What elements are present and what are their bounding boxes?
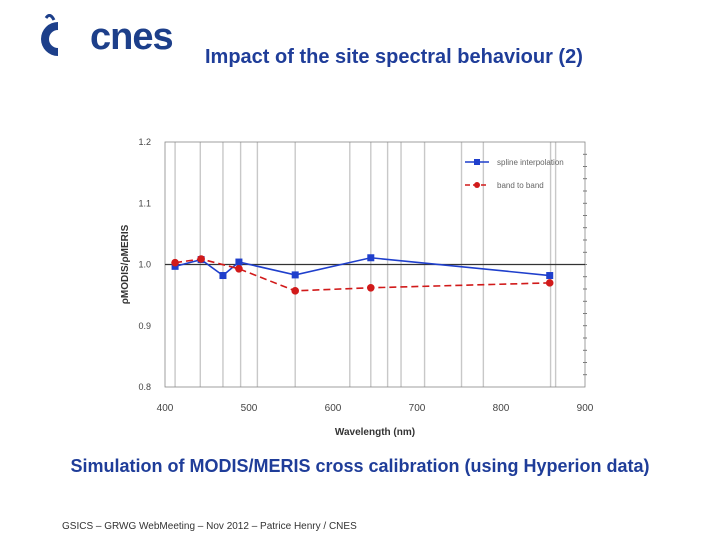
y-tick-label: 1.0: [138, 260, 151, 270]
slide-title: Impact of the site spectral behaviour (2…: [205, 46, 583, 68]
y-tick-label: 0.8: [138, 382, 151, 392]
data-point: [546, 272, 554, 280]
series-line-2: [174, 258, 550, 292]
series-group: [171, 254, 554, 295]
legend: spline interpolation band to band: [465, 158, 564, 190]
x-tick-label: 800: [493, 403, 510, 414]
caption: Simulation of MODIS/MERIS cross calibrat…: [70, 456, 650, 476]
y-tick-label: 1.2: [138, 137, 151, 147]
data-point: [235, 264, 243, 273]
legend-label: spline interpolation: [497, 158, 564, 167]
chart-svg: 0.8 0.9 1.0 1.1 1.2 400 500 600 700 800 900 splin…: [120, 137, 594, 438]
data-point: [545, 279, 554, 287]
data-point: [219, 272, 227, 280]
data-point: [291, 271, 299, 279]
data-point: [367, 254, 375, 262]
y-axis-label: ρMODIS/ρMERIS: [120, 224, 131, 304]
x-tick-label: 500: [241, 403, 258, 414]
data-point: [197, 255, 205, 263]
footer: GSICS – GRWG WebMeeting – Nov 2012 – Pat…: [62, 521, 357, 532]
cnes-logo: cnes: [28, 13, 174, 62]
data-point: [291, 287, 299, 295]
y-tick-label: 0.9: [138, 321, 151, 331]
chart: 0.8 0.9 1.0 1.1 1.2 400 500 600 700 800 900 splin…: [110, 130, 610, 440]
legend-marker: [474, 159, 480, 165]
legend-marker: [474, 182, 480, 188]
y-tick-labels: 0.8 0.9 1.0 1.1 1.2: [138, 137, 151, 392]
legend-label: band to band: [497, 181, 544, 190]
x-axis-label: Wavelength (nm): [335, 427, 415, 438]
x-tick-label: 400: [157, 403, 174, 414]
x-tick-label: 900: [577, 403, 594, 414]
x-tick-label: 700: [409, 403, 426, 414]
data-point: [171, 258, 179, 267]
data-point: [235, 258, 243, 266]
cnes-logo-mark: [41, 13, 58, 56]
x-tick-label: 600: [325, 403, 342, 414]
y-tick-label: 1.1: [138, 198, 151, 208]
logo-text: cnes: [90, 16, 174, 58]
data-point: [367, 283, 375, 292]
x-tick-labels: 400 500 600 700 800 900: [157, 403, 594, 414]
